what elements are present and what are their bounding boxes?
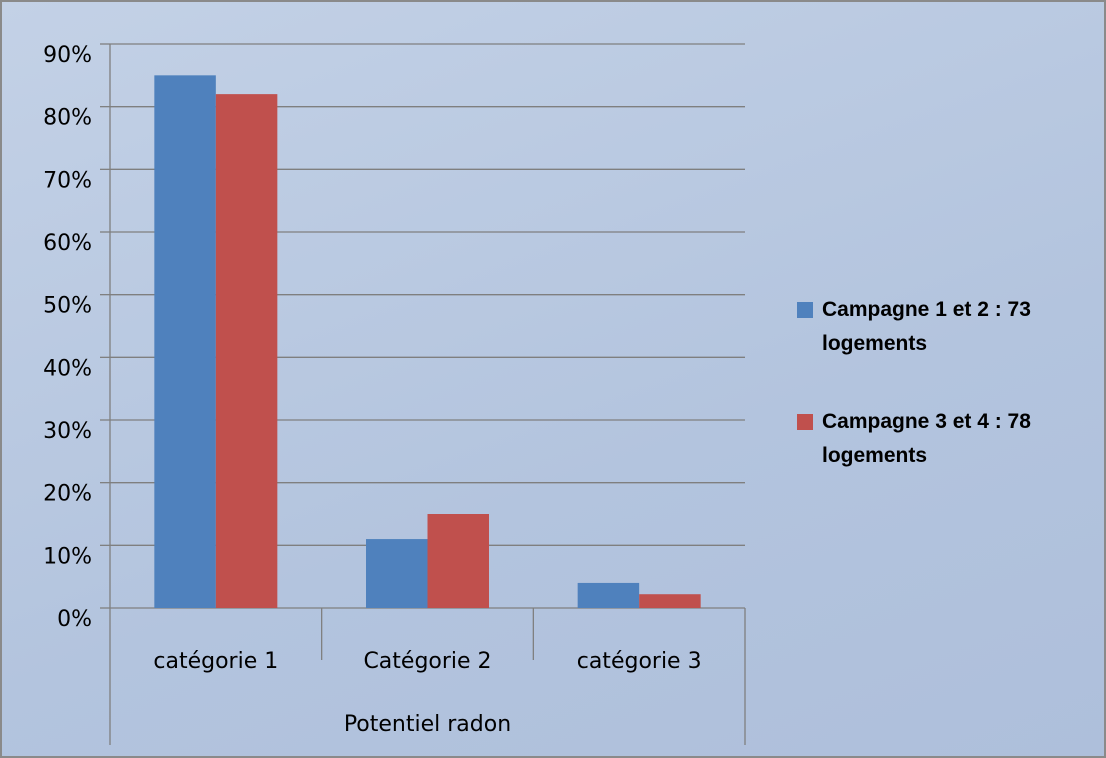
y-tick-label: 90%: [43, 43, 92, 68]
y-tick-label: 10%: [43, 544, 92, 569]
x-tick-label: catégorie 1: [153, 649, 278, 674]
x-tick-label: catégorie 3: [577, 649, 702, 674]
bar: [154, 75, 216, 609]
y-tick-label: 40%: [43, 356, 92, 381]
y-tick-label: 20%: [43, 482, 92, 507]
bar: [639, 594, 701, 608]
legend-swatch: [797, 414, 813, 430]
y-tick-label: 30%: [43, 419, 92, 444]
y-tick-label: 70%: [43, 168, 92, 193]
y-tick-label: 50%: [43, 294, 92, 319]
legend-item: Campagne 1 et 2 : 73 logements: [797, 293, 1067, 361]
legend-label: Campagne 1 et 2 : 73 logements: [822, 298, 1031, 355]
bar: [577, 582, 640, 608]
x-axis-label: Potentiel radon: [344, 712, 511, 737]
y-tick-label: 0%: [57, 607, 92, 632]
legend-label: Campagne 3 et 4 : 78 logements: [822, 410, 1031, 467]
y-tick-label: 80%: [43, 106, 92, 131]
x-tick-label: Catégorie 2: [363, 649, 491, 674]
bar: [215, 94, 278, 609]
y-tick-label: 60%: [43, 231, 92, 256]
bar: [366, 539, 428, 608]
legend-item: Campagne 3 et 4 : 78 logements: [797, 405, 1067, 473]
bar: [427, 514, 489, 608]
legend-swatch: [797, 302, 813, 318]
